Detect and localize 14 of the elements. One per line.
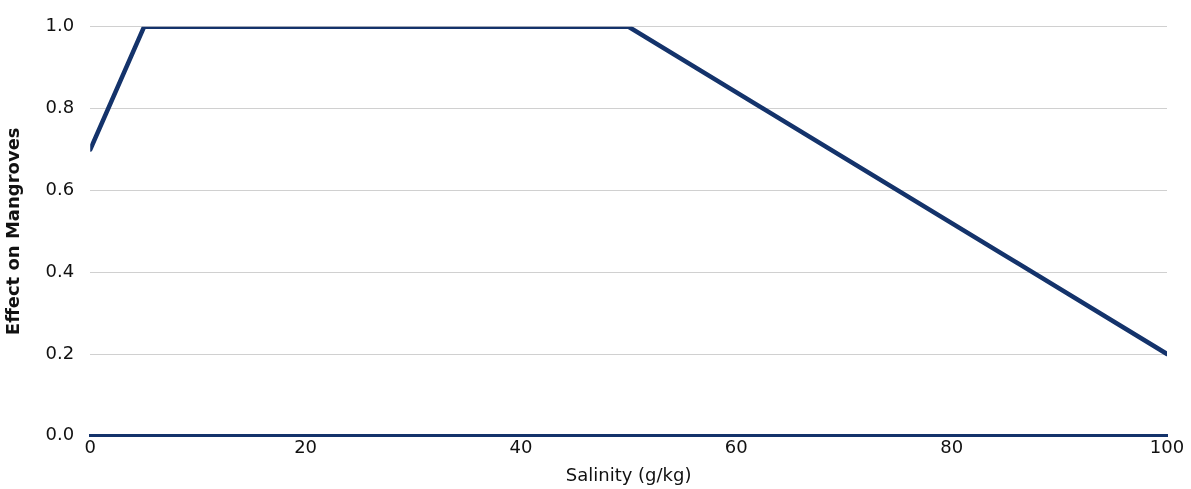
y-tick-label: 0.4 [45, 259, 75, 281]
x-axis-title: Salinity (g/kg) [565, 463, 692, 485]
y-tick-label: 0.6 [45, 178, 75, 200]
x-tick-label: 0 [84, 436, 96, 458]
y-tick-label: 0.8 [45, 96, 75, 118]
y-tick-label: 0.0 [45, 423, 75, 445]
x-tick-label: 40 [509, 436, 533, 458]
y-axis-title: Effect on Mangroves [2, 127, 24, 336]
x-tick-label: 100 [1149, 436, 1185, 458]
x-tick-label: 20 [294, 436, 318, 458]
y-tick-label: 1.0 [45, 14, 75, 36]
x-tick-label: 80 [940, 436, 964, 458]
x-tick-label: 60 [724, 436, 748, 458]
y-tick-label: 0.2 [45, 341, 75, 363]
